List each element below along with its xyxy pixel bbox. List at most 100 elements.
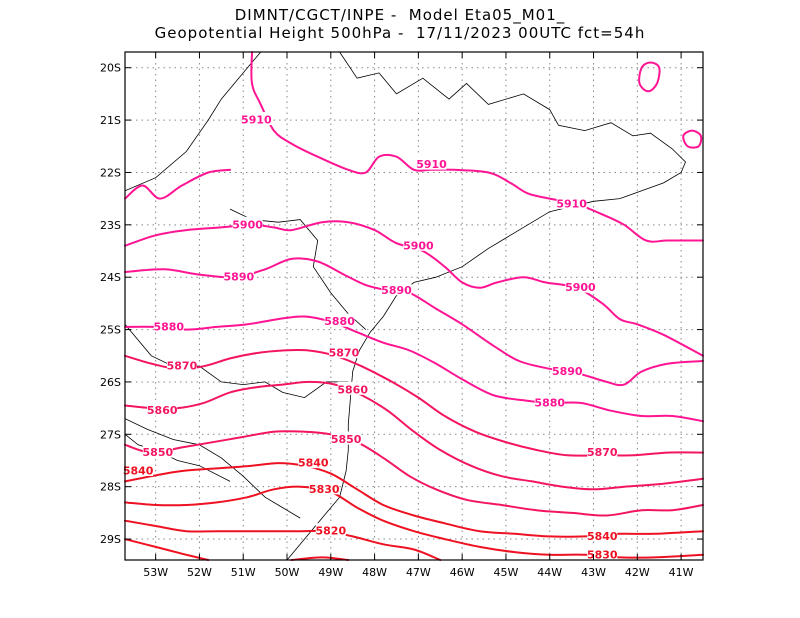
contour-line-5860 xyxy=(124,380,704,491)
lat-tick-label: 22S xyxy=(100,166,121,179)
contour-label-bg xyxy=(416,156,447,170)
contour-label: 5840 xyxy=(298,457,329,470)
lon-tick-label: 50W xyxy=(275,566,300,579)
lat-tick-label: 23S xyxy=(100,219,121,232)
contour-label: 5910 xyxy=(241,114,272,127)
lon-tick-label: 49W xyxy=(318,566,343,579)
contour-label-bg xyxy=(153,318,184,332)
lat-tick-label: 21S xyxy=(100,114,121,127)
contour-label: 5880 xyxy=(324,315,355,328)
lat-tick-label: 27S xyxy=(100,428,121,441)
contour-label: 5870 xyxy=(587,446,618,459)
lat-tick-label: 28S xyxy=(100,481,121,494)
lat-tick-label: 26S xyxy=(100,376,121,389)
contour-label: 5870 xyxy=(329,347,360,360)
contour-label-bg xyxy=(328,345,359,359)
contour-label-bg xyxy=(552,363,583,377)
contour-label-bg xyxy=(315,523,346,537)
contour-line-5840 xyxy=(124,462,704,538)
contour-label-bg xyxy=(403,237,434,251)
contour-label-bg xyxy=(565,279,596,293)
coastline xyxy=(124,418,301,519)
contour-label: 5860 xyxy=(147,404,178,417)
lon-tick-label: 43W xyxy=(581,566,606,579)
contour-label-bg xyxy=(166,358,197,372)
contour-line-5910 xyxy=(682,129,703,149)
contour-line-5910 xyxy=(638,61,661,93)
contour-line-5910 xyxy=(250,51,704,243)
lat-tick-label: 20S xyxy=(100,62,121,75)
contour-label-bg xyxy=(142,444,173,458)
contour-label-bg xyxy=(556,195,587,209)
contour-label-bg xyxy=(123,462,154,476)
contour-line-5850 xyxy=(124,430,704,517)
coastline xyxy=(124,51,262,192)
lon-tick-label: 51W xyxy=(231,566,256,579)
lat-tick-label: 24S xyxy=(100,271,121,284)
contour-label: 5820 xyxy=(315,525,346,538)
coastline xyxy=(286,51,686,561)
contour-label-bg xyxy=(587,444,618,458)
contour-label: 5850 xyxy=(143,446,174,459)
coastline xyxy=(124,324,349,399)
lon-tick-label: 48W xyxy=(362,566,387,579)
lon-tick-label: 44W xyxy=(537,566,562,579)
contour-label: 5890 xyxy=(381,284,412,297)
contour-label-bg xyxy=(337,381,368,395)
lon-tick-label: 46W xyxy=(450,566,475,579)
axis-ticks: 20S 21S 22S 23S 24S 25S 26S 27S 28S 29S 53W 52W 51W 5… xyxy=(100,52,703,579)
contour-line-5890 xyxy=(124,257,704,387)
contour-labels: 5910 5910 5910 5900 5900 5900 5890 5890 5890 5880… xyxy=(123,112,618,561)
contour-label: 5900 xyxy=(403,239,434,252)
contour-label-bg xyxy=(309,481,340,495)
lon-tick-label: 45W xyxy=(494,566,519,579)
contour-line-5810 xyxy=(124,538,210,561)
contour-label-bg xyxy=(298,455,329,469)
map-title-line2: Geopotential Height 500hPa - 17/11/2023 … xyxy=(154,24,646,42)
contour-label-bg xyxy=(331,431,362,445)
contour-label: 5910 xyxy=(416,158,447,171)
contour-label: 5910 xyxy=(556,197,587,210)
contour-label-bg xyxy=(587,528,618,542)
contour-label: 5880 xyxy=(534,396,565,409)
grid-lines xyxy=(125,52,703,560)
contour-label: 5890 xyxy=(552,365,583,378)
lon-tick-label: 52W xyxy=(187,566,212,579)
contour-line-5810 xyxy=(290,556,350,561)
contour-label-bg xyxy=(241,112,272,126)
contour-lines xyxy=(124,51,704,561)
contour-label: 5890 xyxy=(224,271,255,284)
contour-label: 5860 xyxy=(337,383,368,396)
contour-label-bg xyxy=(232,216,263,230)
contour-label: 5900 xyxy=(232,218,263,231)
contour-label: 5830 xyxy=(587,548,618,561)
contour-label: 5850 xyxy=(331,433,362,446)
plot-frame xyxy=(124,51,704,561)
contour-line-5820 xyxy=(124,519,442,561)
contour-label: 5840 xyxy=(123,464,154,477)
coastlines xyxy=(124,51,686,561)
contour-line-5830 xyxy=(124,485,704,559)
contour-label: 5830 xyxy=(309,483,340,496)
map-title-line1: DIMNT/CGCT/INPE - Model Eta05_M01_ xyxy=(234,6,566,24)
contour-label: 5840 xyxy=(587,530,618,543)
lon-tick-label: 42W xyxy=(625,566,650,579)
contour-label-bg xyxy=(223,269,254,283)
lat-tick-label: 25S xyxy=(100,324,121,337)
lon-tick-label: 53W xyxy=(143,566,168,579)
contour-label: 5870 xyxy=(167,360,198,373)
contour-label-bg xyxy=(147,402,178,416)
contour-label-bg xyxy=(587,546,618,560)
lon-tick-label: 47W xyxy=(406,566,431,579)
contour-label: 5880 xyxy=(153,320,184,333)
contour-line-5880 xyxy=(124,315,704,423)
contour-label-bg xyxy=(534,394,565,408)
contour-label: 5900 xyxy=(565,281,596,294)
contour-line-5870 xyxy=(124,348,704,457)
lon-tick-label: 41W xyxy=(669,566,694,579)
contour-line-5910 xyxy=(124,168,232,200)
lat-tick-label: 29S xyxy=(100,533,121,546)
contour-label-bg xyxy=(324,313,355,327)
contour-label-bg xyxy=(381,282,412,296)
